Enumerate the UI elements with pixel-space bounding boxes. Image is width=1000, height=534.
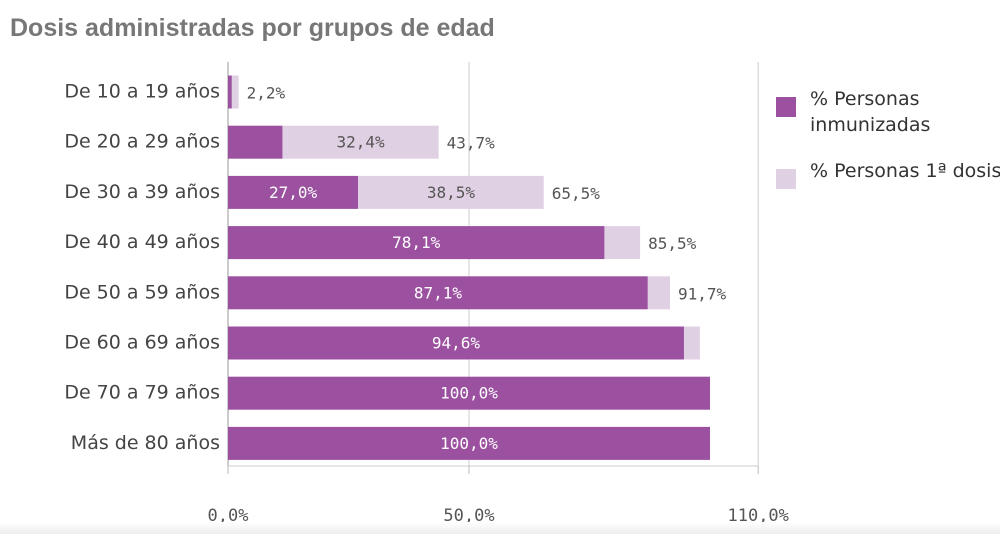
legend-label-inmunizadas: % Personas inmunizadas [810,88,931,136]
category-label: De 70 a 79 años [64,382,220,404]
bar-inmunizadas [228,175,359,209]
chart-legend: % Personas inmunizadas % Personas 1ª dos… [776,86,1000,209]
bar-primera-dosis [358,175,544,209]
total-label: 65,5% [552,184,601,203]
bar-inmunizadas [228,75,232,109]
bar-inmunizadas [228,276,648,310]
bottom-fade [0,522,1000,534]
data-label-inmunizadas: 78,1% [392,233,441,252]
data-label-inmunizadas: 27,0% [269,183,318,202]
bar-inmunizadas [228,426,710,460]
data-label-primera-dosis: 32,4% [336,133,385,152]
bar-inmunizadas [228,226,605,260]
x-tick-label: 110,0% [727,506,788,526]
bar-primera-dosis [282,125,439,159]
data-label-inmunizadas: 94,6% [432,334,481,353]
legend-swatch-primera-dosis [776,169,796,189]
category-label: De 10 a 19 años [64,81,220,103]
category-label: De 30 a 39 años [64,181,220,203]
x-tick-label: 50,0% [443,506,494,526]
x-tick-label: 0,0% [208,506,249,526]
category-label: De 20 a 29 años [64,131,220,153]
bar-inmunizadas [228,125,283,159]
legend-label-primera-dosis: % Personas 1ª dosis [810,160,1000,182]
bar-inmunizadas [228,326,684,360]
category-label: De 50 a 59 años [64,281,220,303]
category-label: De 60 a 69 años [64,332,220,354]
category-label: De 40 a 49 años [64,231,220,253]
total-label: 43,7% [447,134,496,153]
data-label-inmunizadas: 87,1% [414,283,463,302]
bar-primera-dosis [647,276,670,310]
total-label: 91,7% [678,284,727,303]
bar-primera-dosis [604,226,641,260]
chart-title: Dosis administradas por grupos de edad [10,14,495,42]
bar-primera-dosis [231,75,239,109]
total-label: 2,2% [247,84,286,103]
legend-item-primera-dosis[interactable]: % Personas 1ª dosis [776,158,1000,189]
category-label: Más de 80 años [71,432,220,454]
legend-item-inmunizadas[interactable]: % Personas inmunizadas [776,86,1000,138]
bar-primera-dosis [683,326,700,360]
total-label: 85,5% [648,234,697,253]
data-label-primera-dosis: 38,5% [427,183,476,202]
data-label-inmunizadas: 100,0% [440,434,498,453]
data-label-inmunizadas: 100,0% [440,384,498,403]
legend-swatch-inmunizadas [776,97,796,117]
bar-inmunizadas [228,376,710,410]
